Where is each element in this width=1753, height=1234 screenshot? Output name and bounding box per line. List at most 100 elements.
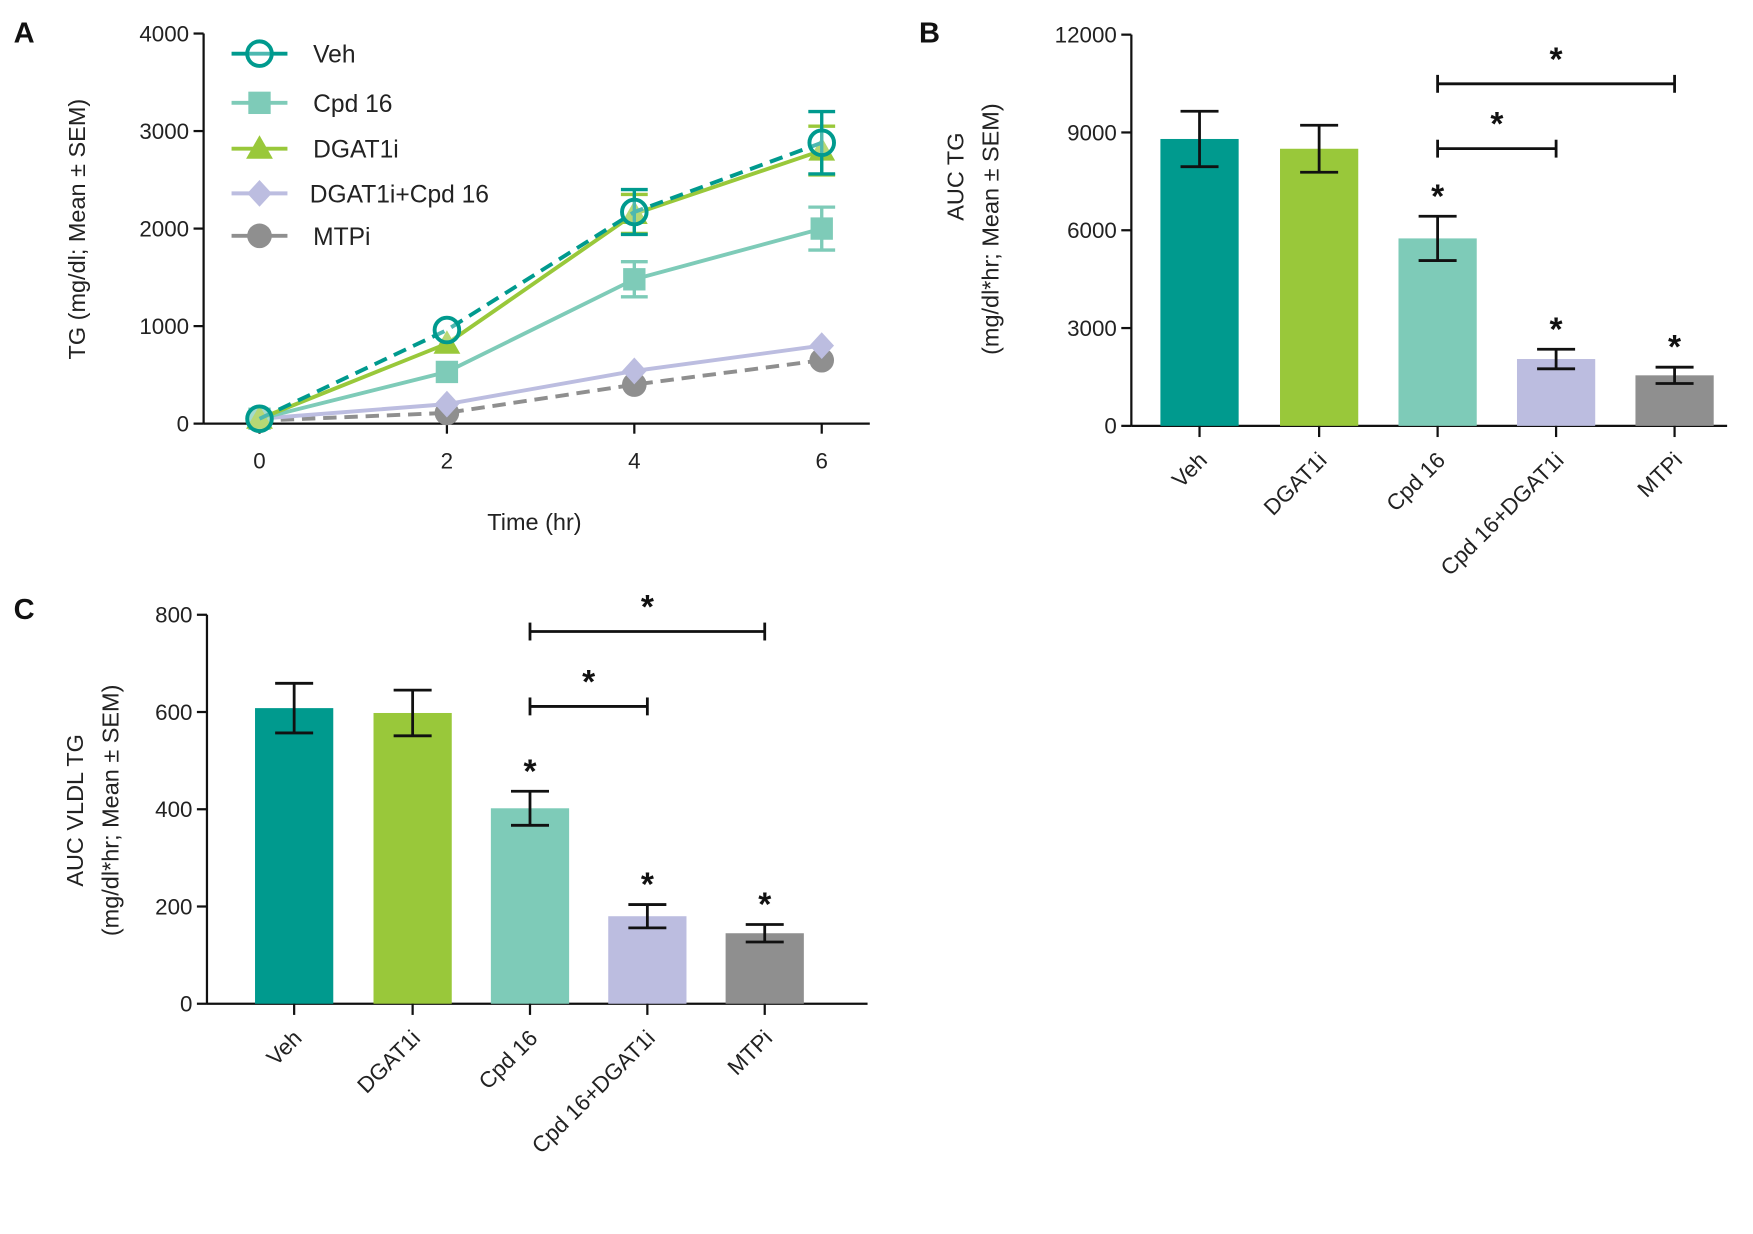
bar-cpd-16: * xyxy=(1398,178,1477,426)
significance-star: * xyxy=(523,753,537,790)
data-point xyxy=(435,360,459,384)
b-y-tick-label: 3000 xyxy=(1067,316,1117,341)
bracket-star: * xyxy=(1550,41,1564,78)
c-x-tick-label: DGAT1i xyxy=(352,1025,425,1098)
data-point xyxy=(620,197,649,227)
bar-mtpi: * xyxy=(725,887,804,1004)
panel-label-b: B xyxy=(919,17,940,49)
a-x-axis-label: Time (hr) xyxy=(487,509,581,535)
b-y-tick-label: 0 xyxy=(1104,414,1116,439)
c-y-tick-label: 800 xyxy=(155,603,192,628)
legend-label: Veh xyxy=(313,42,355,69)
c-y-axis-label-2: (mg/dl*hr; Mean ± SEM) xyxy=(98,685,124,937)
bar xyxy=(373,712,452,1004)
legend-marker xyxy=(247,179,272,207)
c-y-tick-label: 0 xyxy=(180,992,192,1017)
a-y-tick-label: 2000 xyxy=(139,216,189,241)
a-x-tick-label: 4 xyxy=(628,448,640,473)
bar-mtpi: * xyxy=(1635,329,1714,426)
panel-label-c: C xyxy=(14,594,35,626)
bar-veh xyxy=(1160,109,1239,426)
legend-marker xyxy=(248,91,271,115)
significance-star: * xyxy=(758,887,772,924)
b-x-tick-label: MTPi xyxy=(1633,447,1688,502)
significance-star: * xyxy=(1550,311,1564,348)
significance-bracket: * xyxy=(1436,106,1558,158)
significance-bracket: * xyxy=(528,589,767,641)
bracket-star: * xyxy=(582,664,596,701)
series-line xyxy=(259,226,823,421)
a-y-tick-label: 0 xyxy=(177,411,189,436)
c-y-tick-label: 400 xyxy=(155,797,192,822)
significance-star: * xyxy=(1668,329,1682,366)
b-y-tick-label: 9000 xyxy=(1067,120,1117,145)
bar-cpd-16-dgat1i: * xyxy=(608,867,687,1004)
b-y-tick-label: 6000 xyxy=(1067,218,1117,243)
bar xyxy=(725,933,804,1004)
bar xyxy=(1280,148,1359,426)
series-veh xyxy=(245,109,836,434)
series-line xyxy=(258,148,823,421)
a-y-tick-label: 1000 xyxy=(139,314,189,339)
c-y-tick-label: 600 xyxy=(155,700,192,725)
panel-label-a: A xyxy=(14,17,35,49)
a-y-tick-label: 4000 xyxy=(139,21,189,46)
legend-marker xyxy=(246,135,273,159)
c-y-axis-label-1: AUC VLDL TG xyxy=(62,734,88,887)
data-point xyxy=(434,390,460,418)
legend-marker xyxy=(247,223,272,249)
significance-star: * xyxy=(1431,178,1445,215)
b-y-axis-label-1: AUC TG xyxy=(943,132,969,220)
legend-label: DGAT1i xyxy=(313,137,399,164)
data-point xyxy=(623,268,646,291)
series-dgat1i xyxy=(246,124,836,429)
data-point xyxy=(622,357,647,385)
legend-label: DGAT1i+Cpd 16 xyxy=(310,181,489,208)
series-line xyxy=(259,343,822,421)
significance-star: * xyxy=(641,867,655,904)
bar-cpd-16-dgat1i: * xyxy=(1516,311,1596,426)
data-point xyxy=(810,217,833,240)
b-x-tick-label: Veh xyxy=(1167,447,1212,492)
bar xyxy=(255,708,334,1004)
significance-bracket: * xyxy=(1436,41,1676,93)
data-point xyxy=(807,128,836,158)
bar xyxy=(1398,238,1477,426)
bar-dgat1i xyxy=(1280,123,1359,426)
bracket-star: * xyxy=(1490,106,1504,143)
data-point xyxy=(809,347,835,373)
bar xyxy=(608,916,687,1004)
bar-veh xyxy=(255,681,334,1004)
b-x-tick-label: Cpd 16+DGAT1i xyxy=(1436,447,1569,580)
legend-item: DGAT1i xyxy=(231,135,399,164)
a-y-axis-label: TG (mg/dl; Mean ± SEM) xyxy=(64,99,90,360)
bar xyxy=(1160,138,1239,426)
data-point xyxy=(432,315,462,345)
c-x-tick-label: Cpd 16+DGAT1i xyxy=(527,1025,660,1158)
bracket-star: * xyxy=(641,589,655,626)
legend-item: Cpd 16 xyxy=(231,91,392,118)
c-x-tick-label: Cpd 16 xyxy=(474,1025,543,1094)
c-x-tick-label: MTPi xyxy=(723,1025,778,1080)
legend-item: DGAT1i+Cpd 16 xyxy=(231,179,489,208)
legend-item: Veh xyxy=(231,39,356,69)
a-x-tick-label: 0 xyxy=(253,448,265,473)
b-x-tick-label: DGAT1i xyxy=(1259,447,1332,520)
a-y-tick-label: 3000 xyxy=(139,119,189,144)
legend-label: Cpd 16 xyxy=(313,91,392,118)
a-x-tick-label: 6 xyxy=(816,448,828,473)
legend-marker xyxy=(245,39,274,68)
c-x-tick-label: Veh xyxy=(262,1025,307,1070)
legend-label: MTPi xyxy=(313,224,370,251)
data-point xyxy=(245,404,274,434)
series-line xyxy=(259,358,822,423)
bar-dgat1i xyxy=(373,688,452,1004)
significance-bracket: * xyxy=(528,664,649,716)
b-x-tick-label: Cpd 16 xyxy=(1381,447,1450,516)
c-y-tick-label: 200 xyxy=(155,894,192,919)
legend-item: MTPi xyxy=(231,223,370,251)
a-x-tick-label: 2 xyxy=(441,448,453,473)
bar-cpd-16: * xyxy=(490,753,570,1004)
bar xyxy=(490,808,570,1004)
